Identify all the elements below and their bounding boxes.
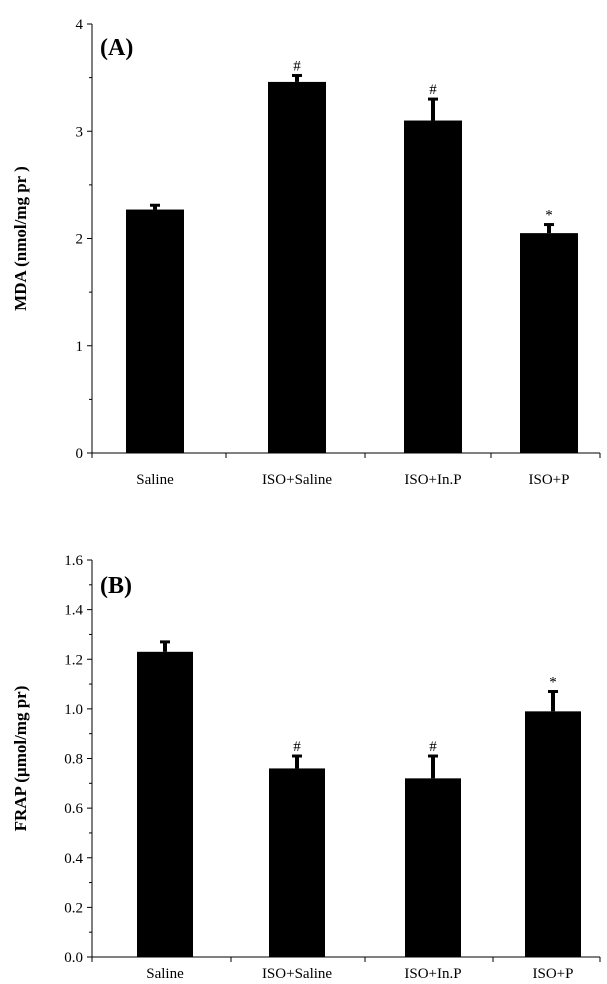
bar-3: [405, 778, 461, 957]
significance-marker-4: *: [545, 208, 553, 224]
category-label-2: ISO+Saline: [262, 472, 332, 488]
panel-label: (B): [100, 573, 132, 599]
panel-label: (A): [100, 35, 133, 61]
bar-3: [404, 120, 462, 454]
category-label-4: ISO+P: [529, 472, 570, 488]
y-tick-label: 1.0: [64, 702, 83, 718]
significance-marker-2: #: [293, 739, 301, 755]
y-tick-label: 1.2: [64, 652, 83, 668]
category-label-1: Saline: [146, 966, 184, 982]
significance-marker-3: #: [429, 739, 437, 755]
y-axis-title: FRAP (µmol/mg pr): [11, 686, 30, 832]
y-tick-label: 1: [76, 339, 84, 355]
chart-panel-2: 0.0 0.2 0.4 0.6 0.8 1.0 1.2 1.4 1.6 Saline # ISO+Sa…: [11, 553, 601, 982]
y-tick-label: 0.4: [64, 851, 83, 867]
y-tick-label: 0.6: [64, 801, 83, 817]
significance-marker-3: #: [429, 82, 437, 98]
bar-4: [520, 233, 578, 453]
category-label-2: ISO+Saline: [262, 966, 332, 982]
y-tick-label: 0.2: [64, 900, 83, 916]
y-tick-label: 1.4: [64, 603, 83, 619]
y-tick-label: 0.8: [64, 752, 83, 768]
y-tick-label: 2: [76, 232, 84, 248]
y-tick-label: 0: [76, 446, 84, 462]
y-tick-label: 4: [76, 17, 84, 33]
bar-1: [137, 651, 193, 957]
category-label-1: Saline: [136, 472, 174, 488]
y-tick-label: 3: [76, 124, 84, 140]
y-tick-label: 0.0: [64, 950, 83, 966]
bar-1: [126, 209, 184, 453]
bar-2: [268, 81, 326, 453]
y-axis-title: MDA (nmol/mg pr ): [11, 166, 30, 311]
category-label-4: ISO+P: [533, 966, 574, 982]
bar-2: [269, 768, 325, 957]
significance-marker-4: *: [549, 675, 557, 691]
category-label-3: ISO+In.P: [404, 472, 461, 488]
y-tick-label: 1.6: [64, 553, 83, 569]
category-label-3: ISO+In.P: [404, 966, 461, 982]
chart-panel-1: 0 1 2 3 4 Saline # ISO+Saline # ISO+In.P * ISO+P MDA…: [11, 17, 601, 488]
bar-4: [525, 711, 581, 957]
significance-marker-2: #: [293, 58, 301, 74]
